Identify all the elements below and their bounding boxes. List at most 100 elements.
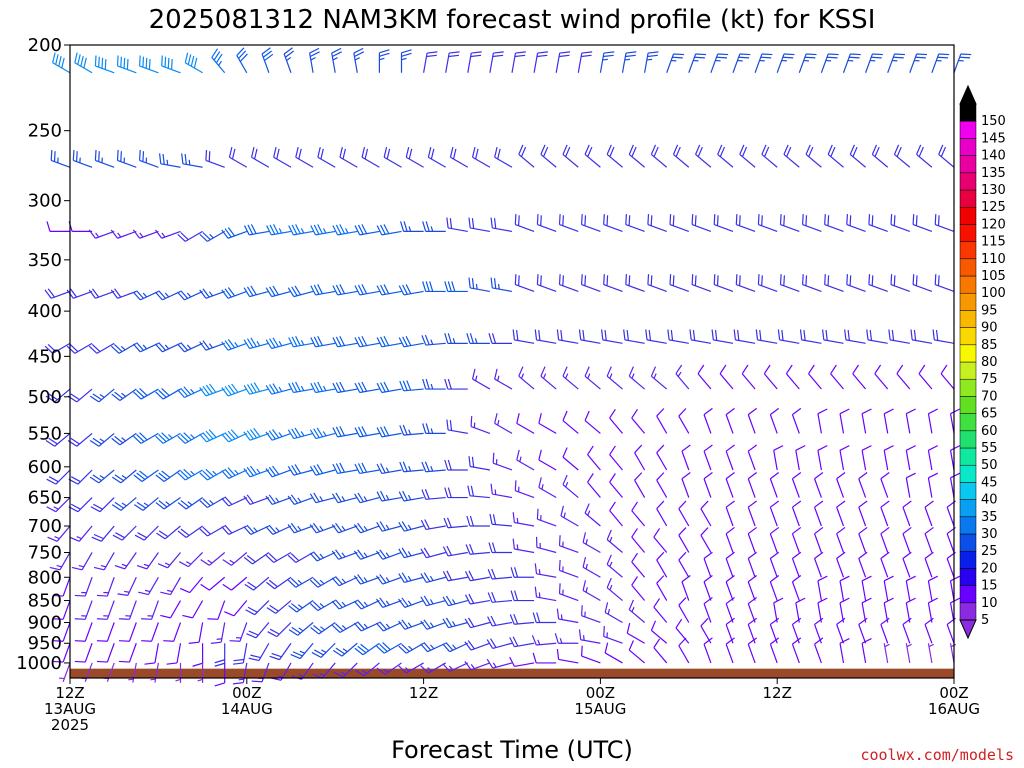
wind-barb: [399, 380, 424, 392]
barb-flag: [883, 597, 894, 604]
barb-flag: [265, 554, 275, 563]
barb-flag: [163, 640, 174, 642]
y-tick-label: 200: [28, 35, 62, 56]
barb-flag: [361, 284, 368, 294]
barb-flag: [915, 56, 926, 59]
colorbar-swatch: [959, 275, 977, 294]
barb-flag: [92, 474, 102, 482]
barb-flag: [224, 228, 232, 238]
barb-shaft: [883, 580, 889, 601]
barb-flag: [584, 144, 590, 155]
wind-barb: [133, 387, 159, 400]
barb-flag: [509, 656, 515, 667]
wind-barb: [177, 230, 203, 242]
barb-flag: [333, 671, 344, 678]
barb-half-flag: [401, 57, 407, 61]
barb-flag: [827, 215, 830, 226]
barb-flag: [96, 594, 108, 597]
barb-flag: [162, 153, 165, 165]
wind-barb: [221, 429, 248, 443]
barb-flag: [950, 472, 961, 479]
wind-barb: [902, 526, 912, 553]
barb-flag: [200, 583, 210, 591]
barb-flag: [96, 640, 108, 642]
credit-text[interactable]: coolwx.com/models: [860, 746, 1014, 764]
barb-shaft: [946, 533, 955, 553]
wind-barb: [52, 600, 71, 620]
barb-flag: [420, 519, 427, 530]
wind-barb: [776, 53, 795, 73]
wind-barb: [703, 407, 713, 434]
barb-flag: [214, 659, 225, 664]
wind-barb: [47, 525, 71, 542]
barb-flag: [339, 335, 346, 346]
barb-flag: [420, 548, 427, 558]
barb-flag: [465, 544, 471, 555]
barb-flag: [449, 146, 454, 158]
barb-flag: [231, 383, 239, 393]
barb-flag: [906, 445, 916, 451]
barb-shaft: [656, 559, 668, 578]
colorbar-label: 40: [981, 493, 998, 508]
barb-shaft: [813, 643, 822, 664]
barb-half-flag: [587, 510, 591, 516]
wind-barb: [464, 661, 491, 671]
barb-shaft: [874, 373, 889, 390]
barb-flag: [725, 444, 735, 452]
wind-barb: [119, 622, 137, 642]
wind-barb: [902, 617, 912, 644]
barb-shaft: [839, 450, 845, 471]
wind-barb: [846, 274, 866, 293]
wind-barb: [518, 144, 535, 168]
wind-barb: [713, 214, 734, 232]
wind-barb: [703, 637, 713, 664]
wind-barb: [795, 445, 806, 471]
barb-half-flag: [150, 678, 156, 681]
barb-flag: [491, 542, 497, 553]
barb-flag: [918, 146, 924, 157]
barb-flag: [139, 432, 148, 441]
barb-shaft: [858, 558, 867, 578]
wind-barb: [134, 525, 159, 541]
colorbar-label: 110: [981, 252, 1006, 267]
barb-flag: [603, 54, 614, 58]
barb-flag: [406, 380, 412, 391]
wind-barb: [669, 274, 690, 293]
wind-barb: [777, 329, 800, 344]
wind-barb: [518, 366, 535, 390]
barb-flag: [376, 225, 383, 236]
wind-barb: [398, 597, 424, 608]
wind-barb: [399, 424, 424, 436]
barb-flag: [313, 224, 320, 235]
barb-flag: [560, 505, 564, 517]
barb-flag: [357, 336, 364, 347]
wind-barb: [119, 643, 137, 663]
wind-barb: [813, 472, 824, 498]
barb-flag: [310, 337, 317, 348]
barb-half-flag: [385, 467, 390, 473]
barb-flag: [313, 382, 320, 393]
barb-flag: [445, 642, 454, 651]
wind-barb: [222, 576, 248, 591]
barb-flag: [444, 333, 449, 344]
wind-barb: [310, 621, 336, 635]
barb-flag: [469, 333, 474, 344]
barb-flag: [492, 452, 495, 464]
barb-flag: [631, 576, 638, 586]
barb-flag: [581, 274, 583, 285]
barb-flag: [678, 597, 687, 606]
wind-barb: [509, 614, 535, 625]
colorbar-swatch: [959, 155, 977, 174]
wind-barb: [444, 459, 468, 471]
wind-barb: [376, 335, 402, 348]
barb-flag: [918, 364, 926, 375]
wind-barb: [487, 568, 513, 580]
barb-flag: [814, 526, 824, 535]
barb-half-flag: [585, 587, 588, 593]
barb-flag: [287, 287, 295, 297]
wind-barb: [353, 522, 380, 534]
wind-barb: [516, 413, 535, 434]
barb-flag: [488, 333, 493, 344]
barb-shaft: [703, 478, 712, 498]
barb-flag: [691, 214, 694, 225]
